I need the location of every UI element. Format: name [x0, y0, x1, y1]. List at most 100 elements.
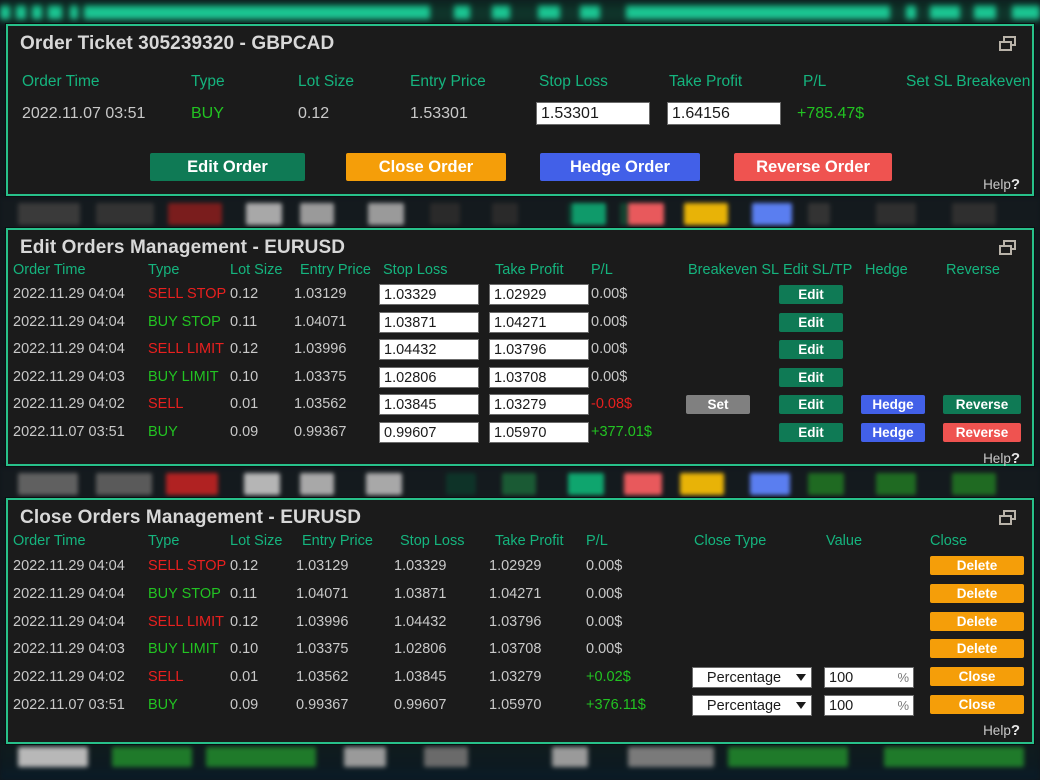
edit-row-0-type: SELL STOP: [148, 286, 227, 302]
edit-header-6: P/L: [591, 262, 613, 278]
close-row-1-lot-size: 0.11: [230, 586, 258, 602]
close-row-4-close-type-label: Percentage: [706, 670, 782, 686]
close-row-5-close-button[interactable]: Close: [930, 695, 1024, 714]
edit-row-3-take-profit-input[interactable]: [489, 367, 589, 388]
close-row-3-take-profit: 1.03708: [489, 641, 542, 657]
edit-row-1-lot-size: 0.11: [230, 314, 258, 330]
edit-header-0: Order Time: [13, 262, 86, 278]
edit-row-5-pl: +377.01$: [591, 424, 652, 440]
edit-header-2: Lot Size: [230, 262, 283, 278]
edit-row-0-stop-loss-input[interactable]: [379, 284, 479, 305]
close-row-0-lot-size: 0.12: [230, 558, 259, 574]
edit-row-1-edit-button[interactable]: Edit: [779, 313, 843, 332]
edit-header-7: Breakeven SL: [688, 262, 780, 278]
edit-row-3-stop-loss-input[interactable]: [379, 367, 479, 388]
edit-row-4-hedge-button[interactable]: Hedge: [861, 395, 925, 414]
edit-row-4-breakeven-set-button[interactable]: Set: [686, 395, 750, 414]
restore-window-icon[interactable]: [999, 36, 1021, 54]
edit-row-3-type: BUY LIMIT: [148, 369, 219, 385]
ticket-header-2: Lot Size: [298, 73, 355, 90]
close-row-5-value-input[interactable]: [824, 695, 914, 716]
edit-row-0-order-time: 2022.11.29 04:04: [13, 286, 125, 302]
edit-row-3-edit-button[interactable]: Edit: [779, 368, 843, 387]
ticket-pl: +785.47$: [797, 105, 865, 122]
close-row-1-pl: 0.00$: [586, 586, 623, 602]
close-row-3-pl: 0.00$: [586, 641, 623, 657]
edit-header-5: Take Profit: [495, 262, 564, 278]
close-row-0-delete-button[interactable]: Delete: [930, 556, 1024, 575]
edit-row-5-reverse-button[interactable]: Reverse: [943, 423, 1021, 442]
close-row-4-value-wrap: %: [824, 667, 914, 688]
edit-row-4-stop-loss-input[interactable]: [379, 394, 479, 415]
edit-header-3: Entry Price: [300, 262, 371, 278]
edit-row-4-pl: -0.08$: [591, 396, 633, 412]
close-header-6: P/L: [586, 533, 608, 549]
edit-row-2-edit-button[interactable]: Edit: [779, 340, 843, 359]
ticket-take-profit-input[interactable]: [667, 102, 781, 125]
close-row-4-close-button[interactable]: Close: [930, 667, 1024, 686]
close-row-1-type: BUY STOP: [148, 586, 221, 602]
close-row-3-delete-button[interactable]: Delete: [930, 639, 1024, 658]
ticket-stop-loss-input[interactable]: [536, 102, 650, 125]
close-row-2-lot-size: 0.12: [230, 614, 259, 630]
close-row-2-delete-button[interactable]: Delete: [930, 612, 1024, 631]
close-help-link[interactable]: Help?: [983, 722, 1020, 739]
edit-row-2-lot-size: 0.12: [230, 341, 259, 357]
close-header-4: Stop Loss: [400, 533, 465, 549]
close-row-2-take-profit: 1.03796: [489, 614, 542, 630]
background-toolbar-strip-2: [0, 468, 1040, 500]
close-header-2: Lot Size: [230, 533, 283, 549]
edit-row-1-take-profit-input[interactable]: [489, 312, 589, 333]
edit-row-1-order-time: 2022.11.29 04:04: [13, 314, 125, 330]
order-ticket-title: Order Ticket 305239320 - GBPCAD: [20, 33, 335, 54]
edit-row-4-type: SELL: [148, 396, 184, 412]
edit-help-link[interactable]: Help?: [983, 450, 1020, 467]
close-header-8: Value: [826, 533, 863, 549]
close-row-4-value-input[interactable]: [824, 667, 914, 688]
ticket-help-link[interactable]: Help?: [983, 176, 1020, 193]
close-row-4-stop-loss: 1.03845: [394, 669, 447, 685]
close-row-0-entry-price: 1.03129: [296, 558, 349, 574]
ticket-reverse-order-button[interactable]: Reverse Order: [734, 153, 892, 181]
close-header-0: Order Time: [13, 533, 86, 549]
edit-row-1-type: BUY STOP: [148, 314, 221, 330]
background-top-toolbar: [0, 0, 1040, 24]
close-row-5-order-time: 2022.11.07 03:51: [13, 697, 125, 713]
ticket-type: BUY: [191, 105, 224, 122]
close-header-7: Close Type: [694, 533, 767, 549]
restore-window-icon[interactable]: [999, 240, 1021, 258]
edit-row-4-take-profit-input[interactable]: [489, 394, 589, 415]
close-row-4-pl: +0.02$: [586, 669, 631, 685]
edit-row-5-stop-loss-input[interactable]: [379, 422, 479, 443]
edit-row-4-edit-button[interactable]: Edit: [779, 395, 843, 414]
ticket-close-order-button[interactable]: Close Order: [346, 153, 506, 181]
ticket-hedge-order-button[interactable]: Hedge Order: [540, 153, 700, 181]
edit-row-4-order-time: 2022.11.29 04:02: [13, 396, 125, 412]
close-row-3-order-time: 2022.11.29 04:03: [13, 641, 125, 657]
ticket-header-7: Set SL Breakeven: [906, 73, 1031, 90]
background-toolbar-strip-1: [0, 198, 1040, 230]
edit-header-4: Stop Loss: [383, 262, 448, 278]
restore-window-icon[interactable]: [999, 510, 1021, 528]
close-row-4-close-type-select[interactable]: Percentage: [692, 667, 812, 688]
edit-header-10: Reverse: [946, 262, 1000, 278]
close-row-2-entry-price: 1.03996: [296, 614, 349, 630]
ticket-edit-order-button[interactable]: Edit Order: [150, 153, 305, 181]
edit-row-0-edit-button[interactable]: Edit: [779, 285, 843, 304]
edit-row-5-entry-price: 0.99367: [294, 424, 347, 440]
edit-row-5-edit-button[interactable]: Edit: [779, 423, 843, 442]
edit-row-2-stop-loss-input[interactable]: [379, 339, 479, 360]
close-row-0-take-profit: 1.02929: [489, 558, 542, 574]
edit-row-4-reverse-button[interactable]: Reverse: [943, 395, 1021, 414]
edit-row-1-stop-loss-input[interactable]: [379, 312, 479, 333]
close-row-5-close-type-select[interactable]: Percentage: [692, 695, 812, 716]
edit-row-2-entry-price: 1.03996: [294, 341, 347, 357]
edit-row-2-take-profit-input[interactable]: [489, 339, 589, 360]
edit-row-5-take-profit-input[interactable]: [489, 422, 589, 443]
edit-row-5-hedge-button[interactable]: Hedge: [861, 423, 925, 442]
close-row-5-stop-loss: 0.99607: [394, 697, 447, 713]
edit-row-0-take-profit-input[interactable]: [489, 284, 589, 305]
close-row-5-type: BUY: [148, 697, 178, 713]
close-row-1-delete-button[interactable]: Delete: [930, 584, 1024, 603]
edit-row-3-entry-price: 1.03375: [294, 369, 347, 385]
